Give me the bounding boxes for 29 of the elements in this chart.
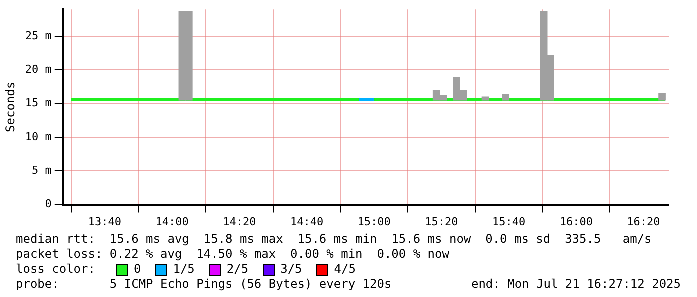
y-tick-label: 25 m	[25, 29, 52, 42]
x-tick-label: 15:40	[492, 215, 526, 228]
x-tick-label: 14:00	[156, 215, 189, 228]
text: median rtt: 15.6 ms avg 15.8 ms max 15.6 ms min 15.6 ms now 0.0 ms sd 335.5 am/s	[16, 232, 653, 247]
bar	[482, 96, 490, 101]
legend-label: 4/5	[334, 262, 356, 277]
text: end: Mon Jul 21 16:27:12 2025	[471, 277, 681, 292]
y-axis-title: Seconds	[3, 82, 18, 132]
x-tick-label: 15:20	[425, 215, 458, 228]
legend-label: 2/5	[226, 262, 249, 277]
text: probe: 5 ICMP Echo Pings (56 Bytes) every 120s	[16, 277, 392, 292]
x-tick-label: 16:00	[560, 215, 593, 228]
legend-label: 3/5	[280, 262, 302, 277]
x-tick-label: 16:20	[627, 215, 660, 228]
text: packet loss: 0.22 % avg 14.50 % max 0.00 % min 0.00 % now	[16, 247, 450, 262]
legend-label: 1/5	[173, 262, 195, 277]
legend-title: loss color:	[16, 262, 96, 277]
x-tick-label: 14:20	[223, 215, 256, 228]
x-tick-label: 15:00	[358, 215, 391, 228]
y-tick-label: 5 m	[32, 164, 52, 178]
x-tick-label: 14:40	[290, 215, 324, 228]
y-tick-label: 0	[45, 198, 52, 211]
y-tick-label: 20 m	[25, 63, 52, 76]
bar	[658, 93, 666, 101]
y-tick-label: 10 m	[25, 130, 52, 144]
y-tick-label: 15 m	[25, 96, 52, 110]
x-tick-label: 13:40	[88, 215, 122, 228]
bar	[502, 94, 510, 101]
legend-label: 0	[134, 262, 142, 277]
